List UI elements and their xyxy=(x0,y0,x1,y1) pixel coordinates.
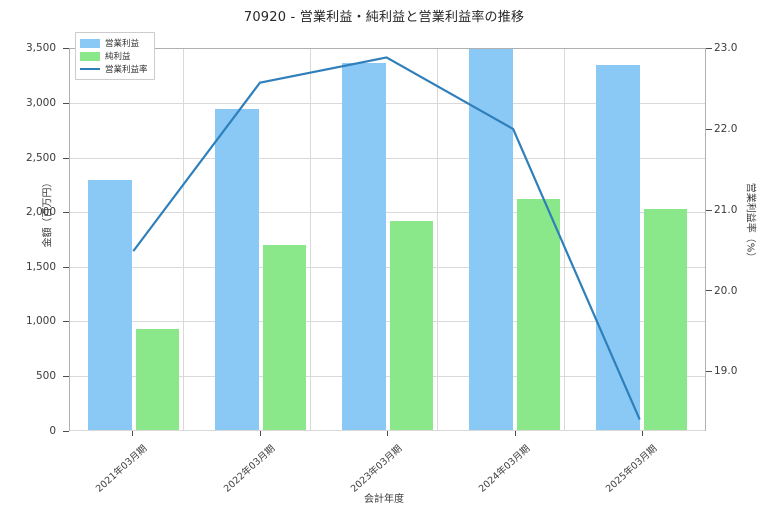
x-axis-tick-mark xyxy=(260,431,261,436)
y-axis-tick-label: 1,500 xyxy=(25,261,56,273)
y2-axis-tick-mark xyxy=(706,210,712,211)
gridline xyxy=(564,49,565,430)
y-axis-tick-label: 2,000 xyxy=(25,206,56,218)
y-axis-tick-mark xyxy=(63,103,69,104)
x-axis-tick-mark xyxy=(132,431,133,436)
gridline xyxy=(70,158,705,159)
y-axis-tick-mark xyxy=(63,212,69,213)
gridline xyxy=(70,430,705,431)
gridline xyxy=(70,376,705,377)
y2-axis-tick-label: 21.0 xyxy=(714,204,738,216)
gridline xyxy=(70,321,705,322)
gridline xyxy=(70,212,705,213)
y-axis-tick-mark xyxy=(63,431,69,432)
x-axis-tick-mark xyxy=(642,431,643,436)
y2-axis-tick-label: 22.0 xyxy=(714,123,738,135)
y2-axis-tick-label: 20.0 xyxy=(714,285,738,297)
gridline xyxy=(310,49,311,430)
y-axis-tick-label: 3,500 xyxy=(25,42,56,54)
y-axis-tick-label: 0 xyxy=(49,425,56,437)
legend-item-operating-profit: 営業利益 xyxy=(80,37,148,49)
y-axis-title: 金額（百万円） xyxy=(42,177,54,248)
bar-operating-profit xyxy=(341,62,386,430)
y-axis-tick-label: 2,500 xyxy=(25,152,56,164)
legend-item-net-profit: 純利益 xyxy=(80,50,148,62)
y-axis-tick-label: 1,000 xyxy=(25,315,56,327)
y2-axis-tick-mark xyxy=(706,290,712,291)
blue-line-swatch-icon xyxy=(80,68,100,70)
bar-net-profit xyxy=(389,221,434,430)
y2-axis-tick-label: 23.0 xyxy=(714,42,738,54)
y-axis-tick-mark xyxy=(63,267,69,268)
y2-axis-tick-mark xyxy=(706,129,712,130)
bar-operating-profit xyxy=(468,49,513,430)
chart-title: 70920 - 営業利益・純利益と営業利益率の推移 xyxy=(243,10,525,25)
gridline xyxy=(183,49,184,430)
bar-net-profit xyxy=(262,244,307,430)
legend-item-label: 純利益 xyxy=(105,52,131,62)
y2-axis-tick-label: 19.0 xyxy=(714,365,738,377)
line-operating-margin xyxy=(132,56,641,420)
bar-net-profit xyxy=(516,199,561,430)
green-bar-swatch-icon xyxy=(80,51,100,61)
y-axis-tick-mark xyxy=(63,158,69,159)
legend-item-operating-margin: 営業利益率 xyxy=(80,63,148,75)
gridline xyxy=(70,267,705,268)
x-axis-title: 会計年度 xyxy=(364,494,404,505)
legend-item-label: 営業利益 xyxy=(105,39,140,49)
x-axis-tick-mark xyxy=(515,431,516,436)
bar-operating-profit xyxy=(214,108,259,430)
y-axis-tick-mark xyxy=(63,48,69,49)
bar-net-profit xyxy=(643,209,688,430)
plot-area xyxy=(69,48,706,431)
y-axis-tick-label: 3,000 xyxy=(25,97,56,109)
bar-net-profit xyxy=(135,329,180,430)
y-axis-tick-mark xyxy=(63,321,69,322)
gridline xyxy=(437,49,438,430)
x-axis-tick-mark xyxy=(387,431,388,436)
y-axis-tick-label: 500 xyxy=(35,370,56,382)
bar-operating-profit xyxy=(87,179,132,430)
y2-axis-tick-mark xyxy=(706,48,712,49)
y2-axis-tick-mark xyxy=(706,371,712,372)
gridline xyxy=(70,103,705,104)
blue-bar-swatch-icon xyxy=(80,38,100,48)
legend-item-label: 営業利益率 xyxy=(105,65,148,75)
y-axis-tick-mark xyxy=(63,376,69,377)
chart-legend: 営業利益 純利益 営業利益率 xyxy=(75,32,155,80)
y2-axis-title: 営業利益率（%） xyxy=(744,182,756,263)
